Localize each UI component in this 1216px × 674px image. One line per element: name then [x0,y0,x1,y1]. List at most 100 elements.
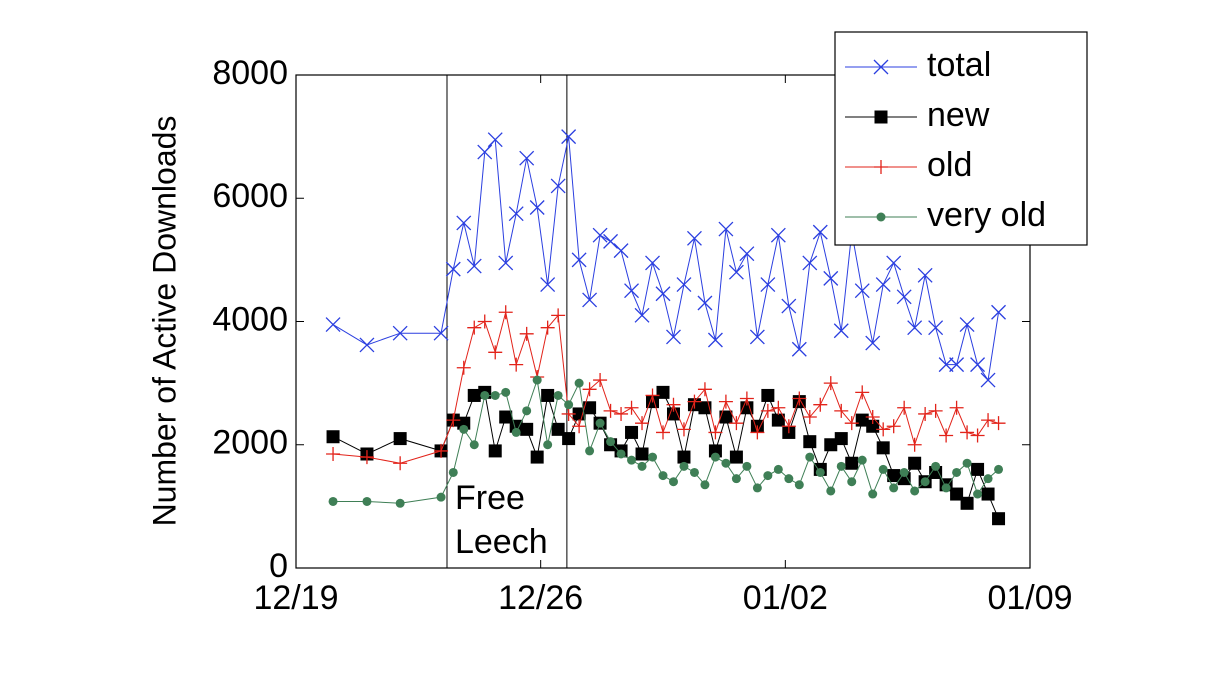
marker [467,388,481,402]
marker [480,390,490,400]
marker [865,335,881,351]
y-tick-label: 6000 [212,177,288,215]
marker [857,455,867,465]
marker [520,422,534,436]
marker [781,419,796,434]
marker [328,496,338,506]
marker [749,329,765,345]
marker [562,432,576,446]
marker [886,419,901,434]
marker [634,307,650,323]
marker [983,474,993,484]
marker [614,406,629,421]
marker [679,461,689,471]
marker [771,400,786,415]
marker [666,329,681,345]
marker [359,337,375,353]
series-line [332,391,1000,519]
marker [960,425,975,440]
marker [436,492,446,502]
marker [971,462,985,476]
marker [728,264,744,280]
marker [874,160,888,174]
marker [603,233,619,249]
marker [876,212,886,222]
legend-label: total [927,46,991,84]
marker [648,452,658,462]
marker [689,467,699,477]
marker [656,385,670,399]
marker [551,422,565,436]
marker [477,144,493,160]
marker [553,390,563,400]
marker [742,461,752,471]
annotation-box [446,74,568,569]
annotation-text: Free [455,479,525,517]
marker [834,403,849,418]
marker [666,407,680,421]
marker [907,437,922,452]
marker [873,59,889,75]
marker [708,425,723,440]
marker [949,357,965,373]
marker [844,416,859,431]
marker [812,224,828,240]
marker [847,477,857,487]
marker [794,480,804,490]
marker [941,483,951,493]
marker [739,246,755,262]
marker [773,464,783,474]
marker [791,341,807,357]
marker [868,489,878,499]
marker [572,419,587,434]
marker [499,410,513,424]
marker [582,382,597,397]
marker [593,373,608,388]
marker [635,416,650,431]
marker [656,425,670,440]
marker [456,215,472,231]
marker [718,221,734,237]
marker [833,323,849,339]
marker [855,385,870,400]
marker [918,406,933,421]
marker [784,474,794,484]
marker [949,400,964,415]
marker [761,388,775,402]
marker [624,283,640,299]
x-tick-label: 01/09 [987,579,1072,617]
marker [991,304,1006,320]
marker [910,486,920,496]
marker [625,425,639,439]
marker [677,450,691,464]
marker [459,424,469,434]
marker [731,474,741,484]
marker [395,498,405,508]
marker [878,464,888,474]
marker [530,450,544,464]
marker [920,477,930,487]
marker [992,512,1006,526]
marker [616,449,626,459]
marker [635,447,649,461]
y-tick-label: 8000 [212,54,288,92]
marker [326,446,341,461]
marker [606,437,616,447]
marker [392,325,408,341]
marker [973,489,983,499]
marker [572,407,586,421]
marker [469,440,479,450]
marker [950,487,964,501]
marker [707,332,723,348]
marker [529,200,545,215]
marker [876,422,891,437]
marker [826,486,836,496]
marker [592,227,608,243]
marker [488,444,502,458]
marker [433,325,449,341]
x-tick-label: 01/02 [743,579,828,617]
marker [917,267,933,283]
marker [551,308,566,323]
marker [729,416,744,431]
